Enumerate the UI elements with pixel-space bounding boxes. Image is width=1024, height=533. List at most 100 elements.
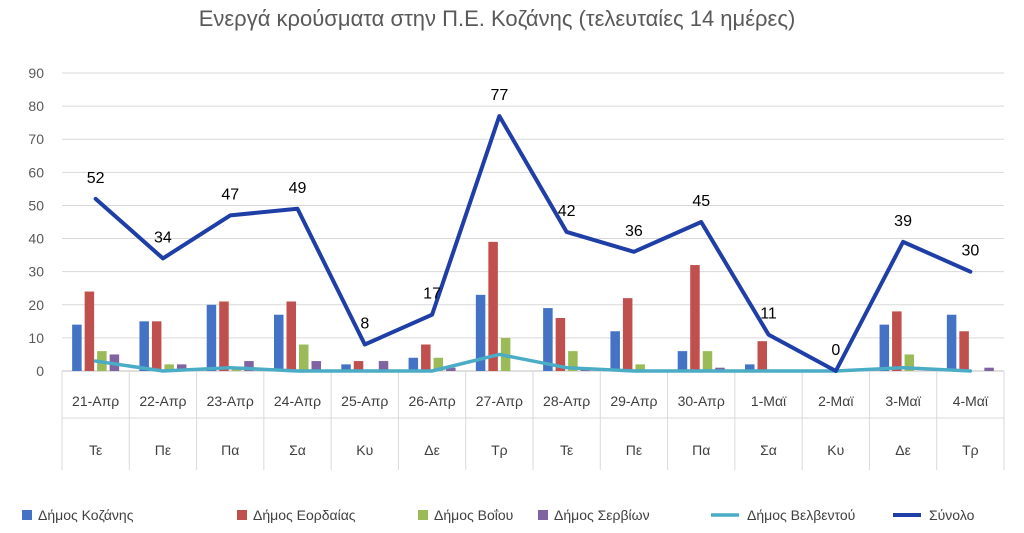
bar-3: [299, 344, 309, 371]
x-day-label: Δε: [895, 442, 911, 458]
data-label: 30: [961, 243, 979, 260]
x-tick-label: 22-Απρ: [139, 393, 186, 409]
x-tick-label: 1-Μαϊ: [751, 393, 787, 409]
x-tick-label: 28-Απρ: [543, 393, 590, 409]
data-label: 42: [558, 203, 576, 220]
x-day-label: Σα: [289, 442, 306, 458]
y-tick-label-20: 20: [28, 297, 44, 313]
x-axis: 21-Απρ Τε 22-Απρ Πε 23-Απρ Πα 24-Απρ Σα 25-Απρ Κυ…: [61, 370, 1005, 470]
x-tick-label: 4-Μαϊ: [953, 393, 989, 409]
bar-1: [677, 351, 688, 371]
x-day-label: Πε: [626, 442, 642, 458]
bar-1: [341, 364, 351, 371]
y-tick-label-0: 0: [36, 363, 44, 379]
bar-2: [151, 321, 162, 371]
data-label: 52: [87, 170, 105, 187]
data-label: 34: [154, 229, 172, 246]
bar-1: [206, 304, 217, 371]
legend-label: Σύνολο: [929, 507, 975, 523]
bar-1: [72, 324, 82, 371]
data-label: 39: [894, 213, 912, 230]
data-label: 0: [831, 342, 840, 359]
x-tick-label: 2-Μαϊ: [818, 393, 854, 409]
x-day-label: Κυ: [356, 442, 373, 458]
legend-label: Δήμος Κοζάνης: [38, 507, 134, 523]
x-day-label: Πε: [155, 442, 171, 458]
bar-2: [690, 265, 700, 371]
bar-4: [446, 367, 456, 371]
bar-3: [702, 351, 713, 371]
total-series-line: [93, 114, 973, 373]
bar-1: [610, 331, 620, 371]
y-tick-label-50: 50: [28, 197, 44, 213]
bar-1: [274, 314, 284, 371]
bar-1: [139, 321, 149, 371]
x-tick-label: 30-Απρ: [678, 393, 725, 409]
bar-3: [568, 351, 578, 371]
data-label: 47: [221, 186, 239, 203]
velventos-series-line: [93, 352, 973, 373]
bar-2: [286, 301, 296, 371]
bar-1: [543, 308, 553, 371]
bar-2: [84, 291, 95, 371]
y-axis: 0 10 20 30 40 50 60 70 80 90: [28, 65, 44, 379]
y-tick-label-40: 40: [28, 231, 44, 247]
data-label: 49: [289, 180, 307, 197]
bar-4: [176, 364, 187, 371]
y-tick-label-10: 10: [28, 330, 44, 346]
legend-swatch-bar: [538, 510, 548, 520]
x-tick-label: 3-Μαϊ: [885, 393, 921, 409]
bar-2: [353, 361, 364, 371]
x-day-label: Δε: [424, 442, 440, 458]
legend-label: Δήμος Βοΐου: [434, 507, 513, 523]
x-tick-label: 23-Απρ: [207, 393, 254, 409]
x-day-label: Τε: [89, 442, 102, 458]
bar-1: [946, 314, 957, 371]
x-day-label: Πα: [692, 442, 710, 458]
x-tick-label: 29-Απρ: [610, 393, 657, 409]
x-day-label: Σα: [760, 442, 777, 458]
data-labels: 52 34 47 49 8 17 77 42 36 45 11 0 39 30: [87, 87, 980, 359]
bar-4: [311, 361, 321, 371]
bar-1: [879, 324, 890, 371]
bar-2: [622, 298, 633, 371]
data-label: 17: [423, 286, 441, 303]
bar-3: [164, 364, 174, 371]
bar-2: [555, 318, 566, 371]
legend: Δήμος Κοζάνης Δήμος Εορδαίας Δήμος Βοΐου Δή…: [22, 507, 975, 523]
chart-title: Ενεργά κρούσματα στην Π.Ε. Κοζάνης (τελε…: [199, 6, 796, 31]
x-tick-label: 27-Απρ: [476, 393, 523, 409]
x-tick-label: 25-Απρ: [341, 393, 388, 409]
data-label: 77: [490, 87, 508, 104]
x-day-label: Κυ: [827, 442, 844, 458]
bar-3: [904, 354, 915, 371]
bar-1: [408, 357, 419, 371]
bar-3: [433, 357, 444, 371]
y-tick-label-90: 90: [28, 65, 44, 81]
bar-1: [745, 364, 755, 371]
bar-1: [475, 294, 486, 371]
bar-4: [984, 367, 994, 371]
x-day-label: Τε: [560, 442, 573, 458]
x-day-label: Πα: [221, 442, 239, 458]
legend-label: Δήμος Βελβεντού: [747, 507, 855, 523]
x-tick-label: 21-Απρ: [72, 393, 119, 409]
y-tick-label-60: 60: [28, 164, 44, 180]
x-day-label: Τρ: [491, 442, 508, 458]
legend-swatch-bar: [237, 510, 247, 520]
bar-2: [892, 311, 902, 371]
legend-label: Δήμος Σερβίων: [554, 507, 650, 523]
legend-swatch-bar: [22, 510, 32, 520]
bar-2: [421, 344, 431, 371]
data-label: 11: [760, 306, 777, 323]
data-label: 36: [625, 223, 643, 240]
y-tick-label-80: 80: [28, 98, 44, 114]
data-label: 8: [360, 316, 369, 333]
line-series: [93, 114, 973, 373]
bar-2: [757, 341, 767, 371]
legend-swatch-bar: [418, 510, 428, 520]
bar-2: [959, 331, 969, 371]
x-tick-label: 24-Απρ: [274, 393, 321, 409]
